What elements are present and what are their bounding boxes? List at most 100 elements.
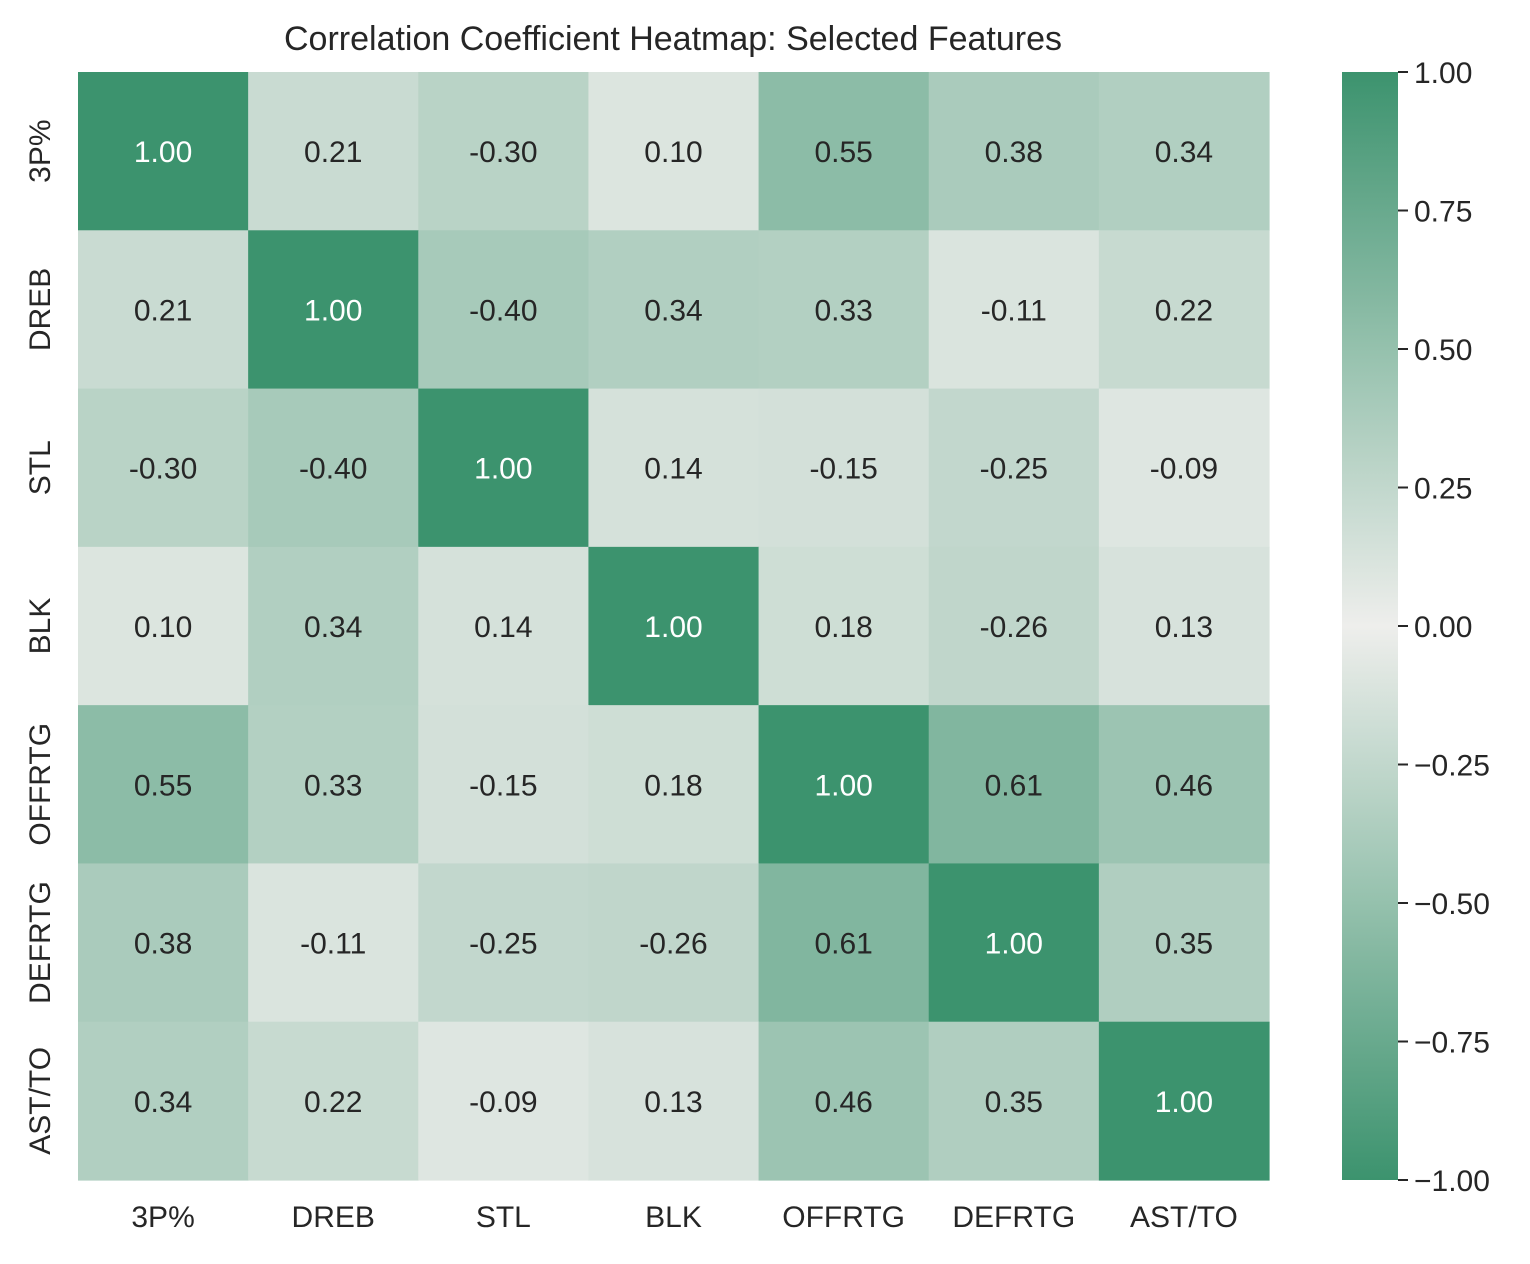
heatmap-cell	[78, 1021, 249, 1181]
cell-annotation: 0.33	[304, 769, 362, 802]
x-tick-label: DREB	[292, 1201, 375, 1234]
cell-annotation: 1.00	[985, 928, 1043, 961]
heatmap-cell	[928, 546, 1100, 706]
cell-annotation: -0.26	[980, 611, 1048, 644]
cell-annotation: 0.33	[814, 294, 872, 327]
cell-annotation: 0.46	[814, 1086, 872, 1119]
colorbar-tick-label: 0.50	[1414, 334, 1472, 367]
heatmap-cell	[418, 72, 590, 231]
y-tick-label: 3P%	[24, 119, 57, 182]
cell-annotation: -0.25	[980, 453, 1048, 486]
heatmap-cell	[248, 546, 419, 706]
heatmap-cell	[78, 546, 249, 706]
heatmap-cell	[1098, 546, 1270, 706]
x-tick-label: OFFRTG	[782, 1201, 905, 1234]
x-axis-tick-labels: 3P% DREB STL BLK OFFRTG DEFRTG AST/TO	[131, 1201, 1237, 1234]
heatmap-cell	[758, 388, 930, 548]
colorbar-tick-label: −0.25	[1414, 750, 1490, 783]
y-axis-tick-labels: 3P% DREB STL BLK OFFRTG DEFRTG AST/TO	[24, 119, 57, 1154]
cell-annotation: 0.22	[1155, 294, 1213, 327]
cell-annotation: -0.15	[469, 769, 537, 802]
colorbar-tick-label: −0.75	[1414, 1027, 1490, 1060]
cell-annotation: 0.34	[1155, 136, 1213, 169]
cell-annotation: -0.25	[469, 928, 537, 961]
chart-title: Correlation Coefficient Heatmap: Selecte…	[284, 20, 1062, 58]
heatmap-cell	[588, 1021, 760, 1181]
heatmap-cell	[418, 863, 590, 1023]
cell-annotation: 0.61	[814, 928, 872, 961]
cell-annotation: 1.00	[474, 453, 532, 486]
heatmap-cell	[758, 863, 930, 1023]
cell-annotations: 1.00 0.21 -0.30 0.10 0.55 0.38 0.34 0.21 1.00 -0.…	[129, 136, 1218, 1119]
cell-annotation: -0.40	[469, 294, 537, 327]
colorbar-tick-label: 0.00	[1414, 611, 1472, 644]
y-tick-label: OFFRTG	[24, 723, 57, 846]
cell-annotation: 0.34	[304, 611, 362, 644]
heatmap-cells	[78, 72, 1270, 1181]
heatmap-cell	[248, 863, 419, 1023]
heatmap-cell	[758, 72, 930, 231]
heatmap-cell	[78, 230, 249, 390]
cell-annotation: 0.22	[304, 1086, 362, 1119]
y-tick-label: BLK	[24, 598, 57, 655]
heatmap-cell	[588, 230, 760, 390]
cell-annotation: 0.61	[985, 769, 1043, 802]
cell-annotation: 0.10	[644, 136, 702, 169]
heatmap-cell	[928, 705, 1100, 865]
x-tick-label: 3P%	[131, 1201, 194, 1234]
heatmap-cell	[248, 388, 419, 548]
cell-annotation: 0.46	[1155, 769, 1213, 802]
heatmap-cell	[418, 546, 590, 706]
heatmap-cell	[1098, 230, 1270, 390]
colorbar-tick-label: 1.00	[1414, 57, 1472, 90]
cell-annotation: 1.00	[1155, 1086, 1213, 1119]
heatmap-cell	[248, 705, 419, 865]
cell-annotation: 1.00	[644, 611, 702, 644]
heatmap-cell	[418, 230, 590, 390]
heatmap-cell	[1098, 72, 1270, 231]
heatmap-cell	[928, 863, 1100, 1023]
heatmap-cell	[418, 705, 590, 865]
cell-annotation: 0.55	[814, 136, 872, 169]
heatmap-cell	[418, 1021, 590, 1181]
cell-annotation: -0.11	[981, 294, 1047, 327]
cell-annotation: 0.34	[644, 294, 702, 327]
colorbar-tick-label: 0.75	[1414, 196, 1472, 229]
cell-annotation: -0.09	[1150, 453, 1218, 486]
cell-annotation: -0.30	[129, 453, 197, 486]
heatmap-cell	[78, 72, 249, 231]
cell-annotation: 0.14	[474, 611, 532, 644]
cell-annotation: 0.35	[985, 1086, 1043, 1119]
cell-annotation: 0.10	[134, 611, 192, 644]
cell-annotation: -0.26	[639, 928, 707, 961]
heatmap-cell	[78, 705, 249, 865]
cell-annotation: 1.00	[134, 136, 192, 169]
cell-annotation: 0.21	[134, 294, 192, 327]
heatmap-cell	[758, 546, 930, 706]
colorbar-tick-label: −0.50	[1414, 888, 1490, 921]
y-tick-label: AST/TO	[24, 1047, 57, 1155]
x-tick-label: BLK	[645, 1201, 702, 1234]
heatmap-cell	[78, 388, 249, 548]
y-tick-label: DEFRTG	[24, 881, 57, 1004]
cell-annotation: 0.13	[644, 1086, 702, 1119]
heatmap-cell	[928, 72, 1100, 231]
x-tick-label: STL	[476, 1201, 531, 1234]
heatmap-cell	[928, 1021, 1100, 1181]
heatmap-cell	[248, 72, 419, 231]
heatmap-cell	[1098, 1021, 1270, 1181]
heatmap-cell	[928, 388, 1100, 548]
cell-annotation: -0.15	[809, 453, 877, 486]
heatmap-cell	[1098, 863, 1270, 1023]
heatmap-cell	[588, 388, 760, 548]
y-tick-label: DREB	[24, 268, 57, 351]
cell-annotation: 0.35	[1155, 928, 1213, 961]
x-tick-label: DEFRTG	[952, 1201, 1075, 1234]
heatmap-cell	[248, 1021, 419, 1181]
cell-annotation: -0.11	[300, 928, 366, 961]
cell-annotation: 1.00	[814, 769, 872, 802]
cell-annotation: -0.09	[469, 1086, 537, 1119]
heatmap-cell	[588, 546, 760, 706]
